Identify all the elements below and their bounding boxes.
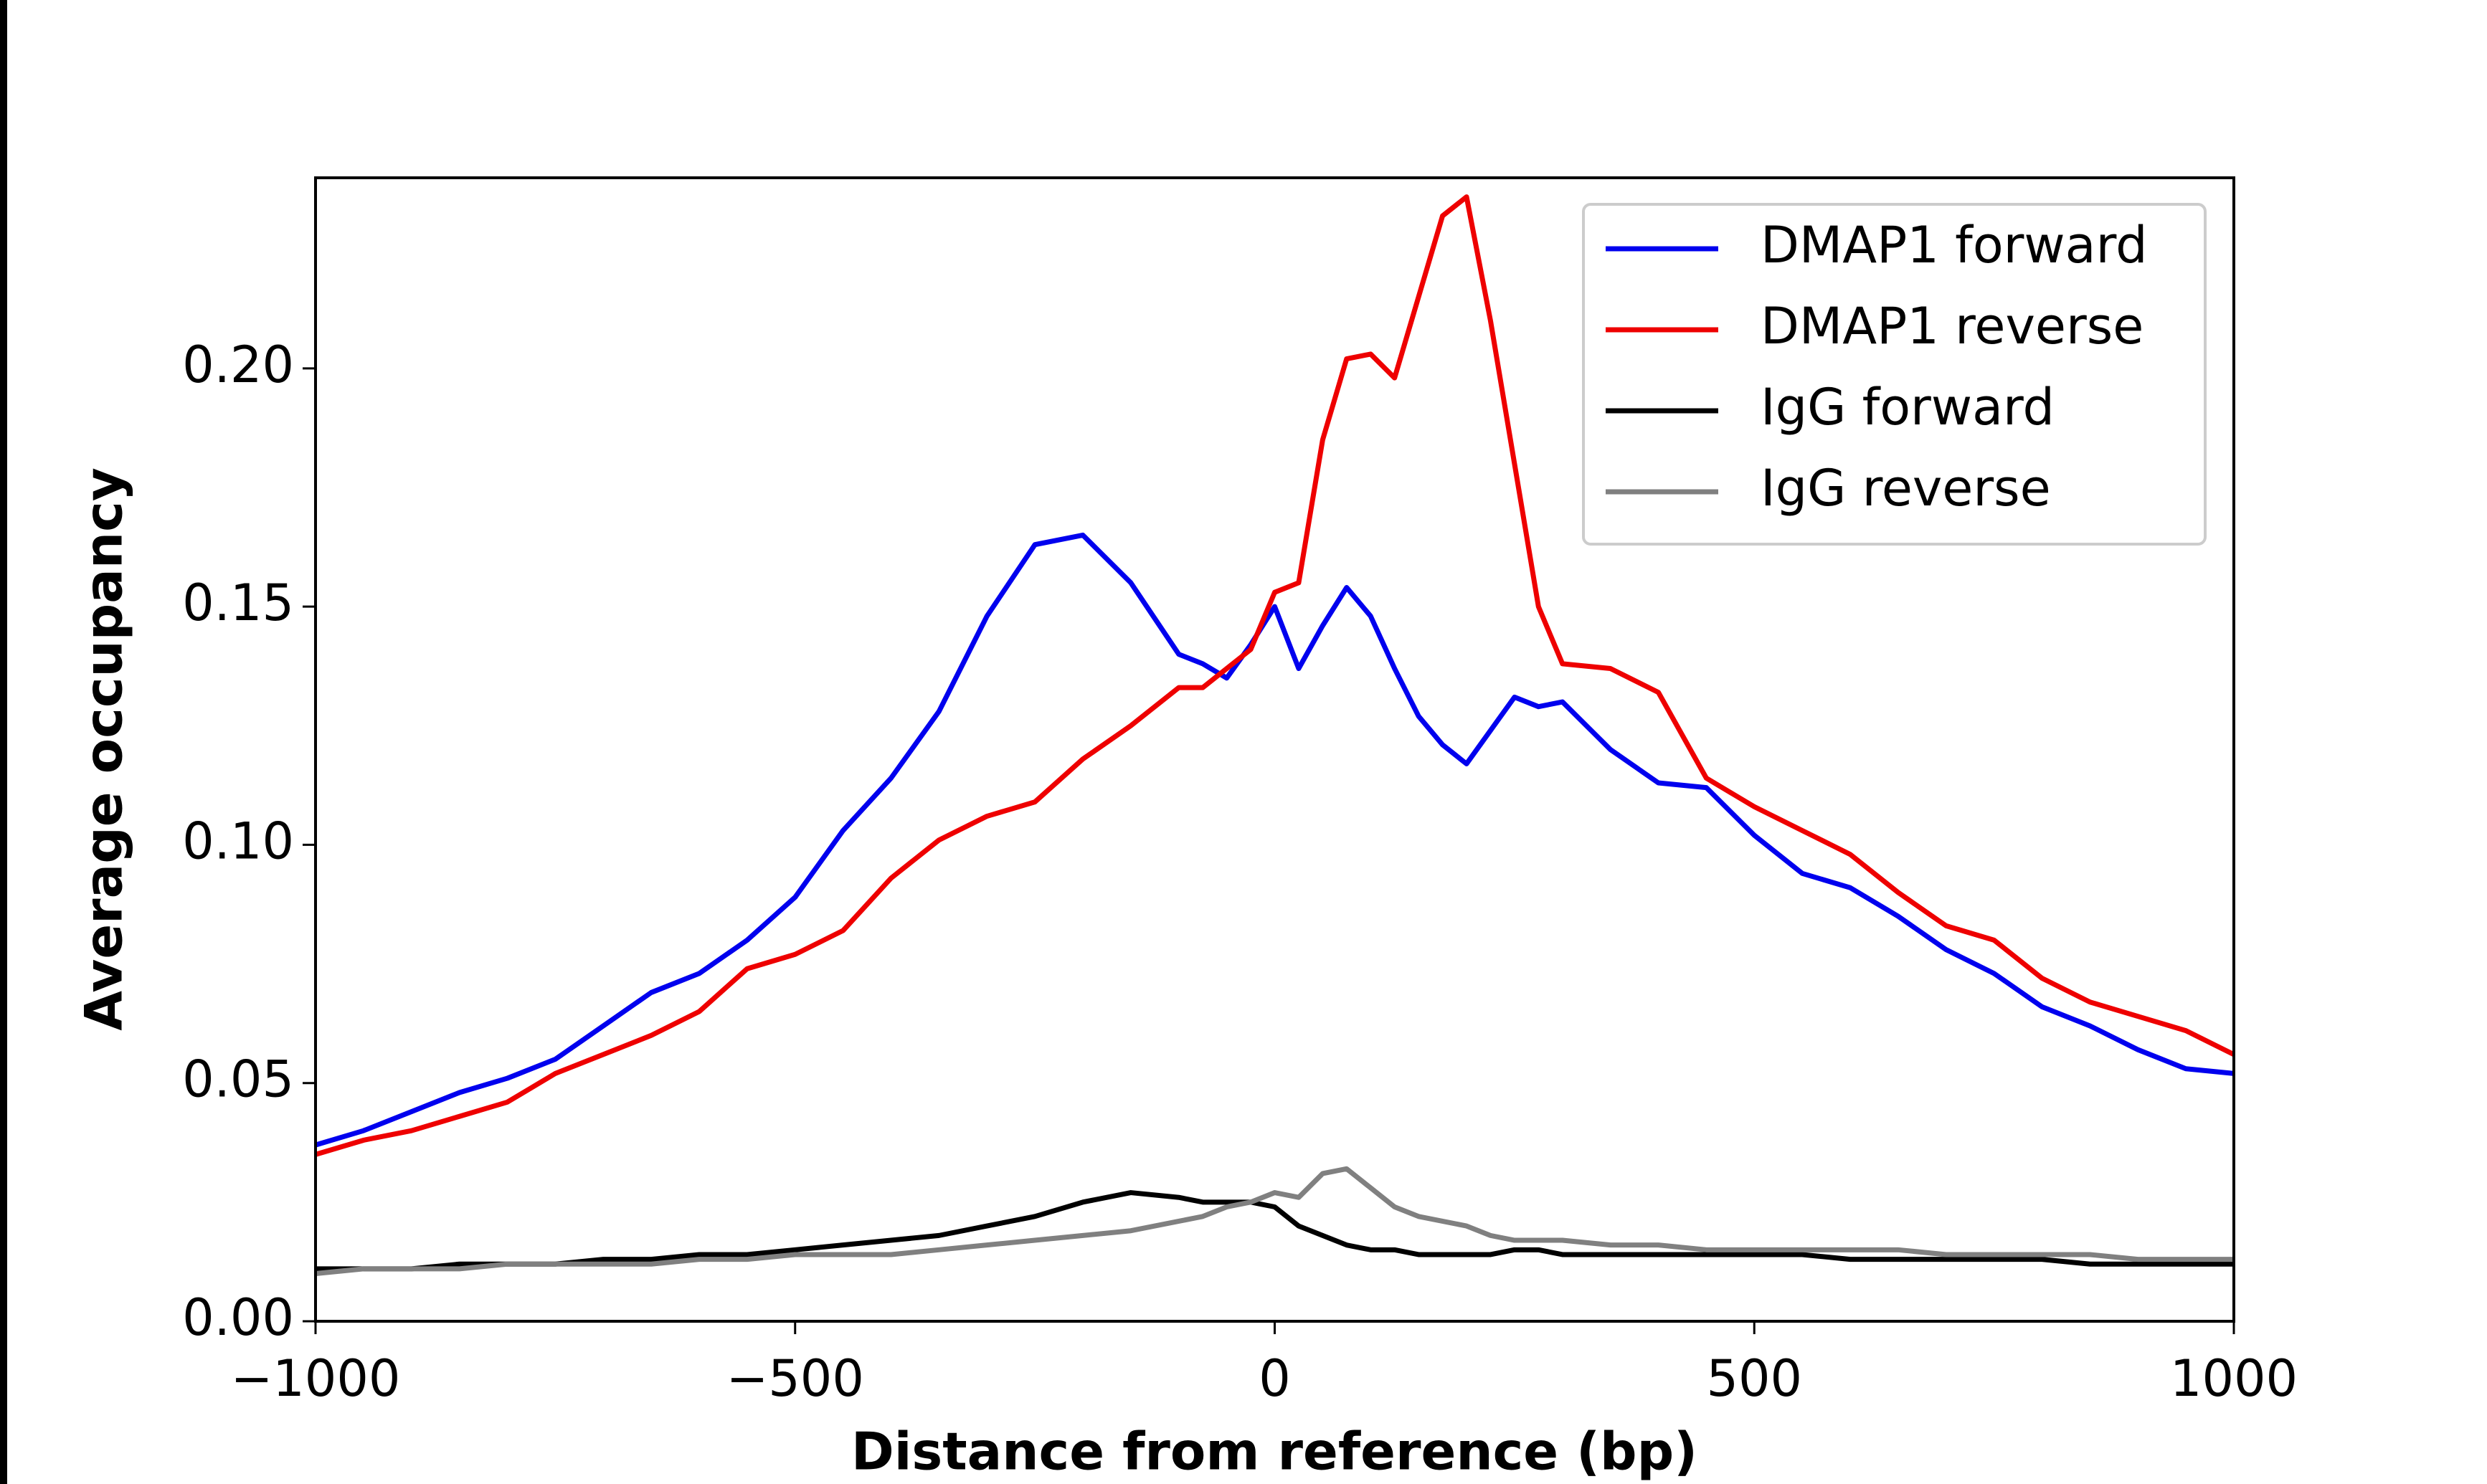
y-tick-label: 0.00 [182,1288,294,1347]
legend-label: DMAP1 forward [1761,216,2148,275]
frame-edge [0,0,7,1484]
x-tick-label: −1000 [231,1349,401,1408]
y-tick-label: 0.05 [182,1050,294,1109]
y-tick-label: 0.15 [182,574,294,632]
legend-box [1582,203,2207,546]
legend-label: IgG forward [1761,378,2055,437]
x-tick-label: 0 [1259,1349,1291,1408]
data-line [316,1190,2234,1272]
y-tick-label: 0.20 [182,336,294,394]
data-line [314,194,2235,1157]
data-line [315,1166,2234,1277]
x-tick-label: 1000 [2170,1349,2298,1408]
x-tick-label: 500 [1706,1349,1802,1408]
y-axis-label: Average occupancy [74,467,134,1031]
legend-label: DMAP1 reverse [1761,297,2143,356]
plot-frame [314,176,2235,1323]
y-tick-label: 0.10 [182,812,294,870]
legend-label: IgG reverse [1761,459,2051,518]
x-tick-label: −500 [726,1349,864,1408]
x-axis-label: Distance from reference (bp) [851,1422,1697,1482]
data-line [315,532,2235,1148]
